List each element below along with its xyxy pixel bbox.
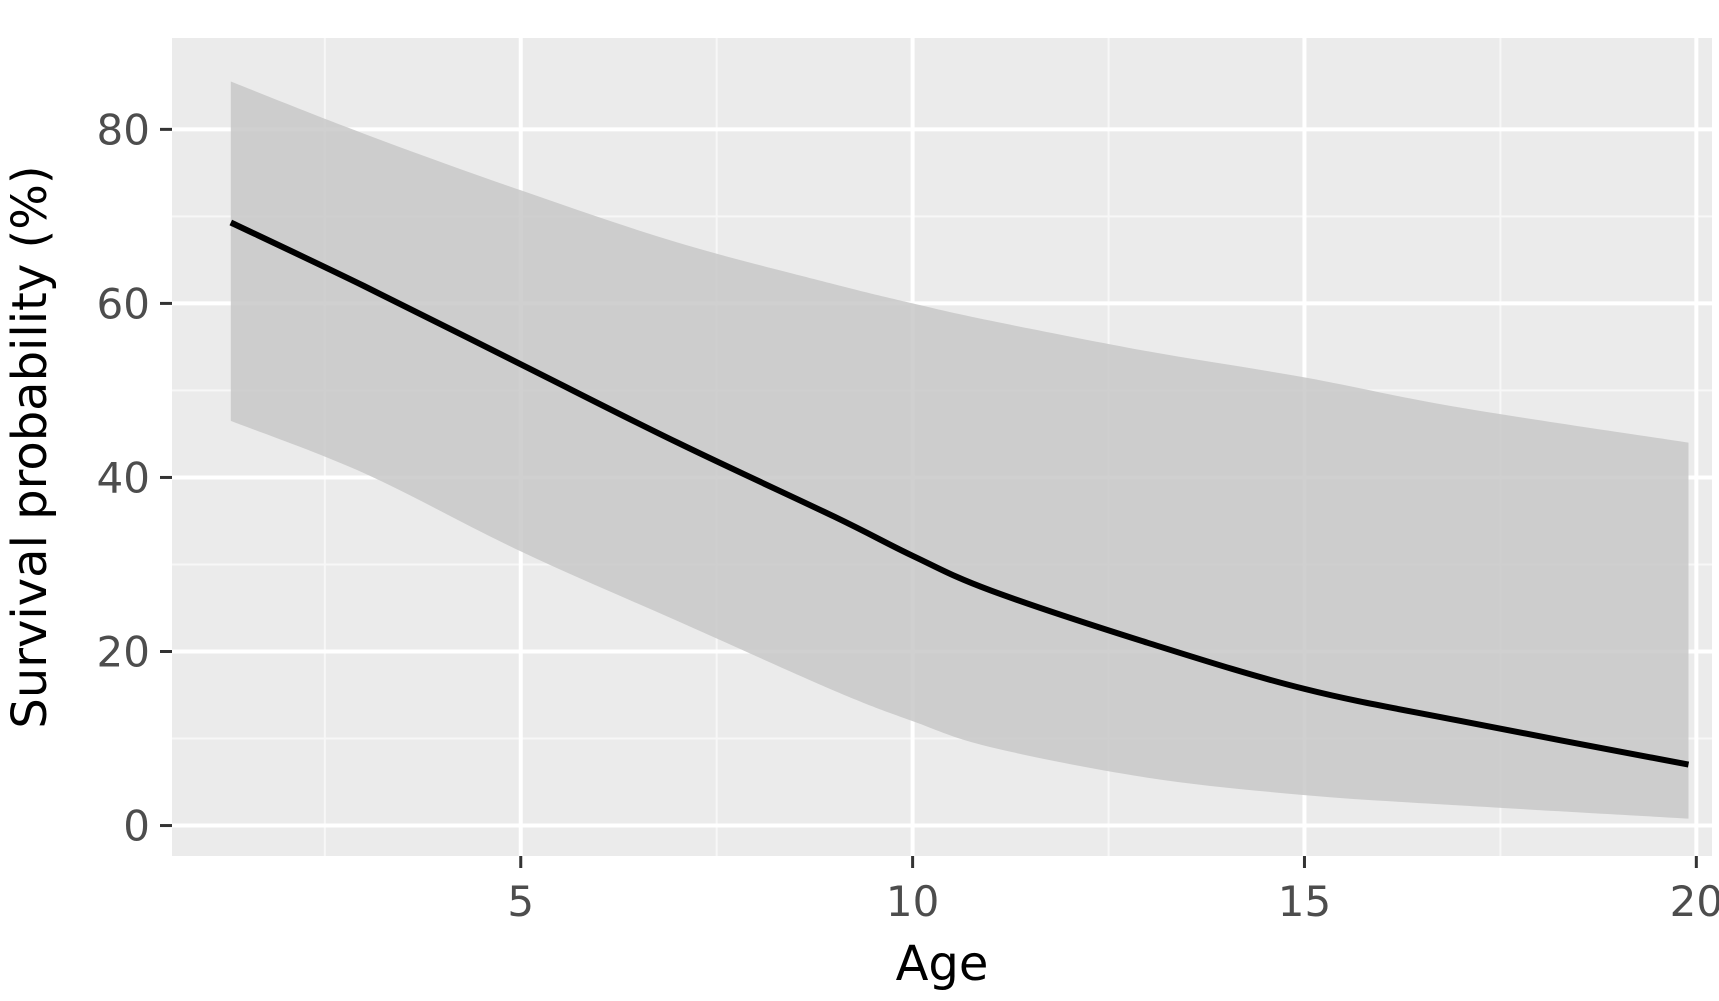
x-axis-title: Age — [896, 936, 989, 992]
x-tick-label: 20 — [1670, 877, 1719, 926]
x-axis-ticks: 5 10 15 20 — [507, 856, 1719, 926]
x-tick-label: 5 — [507, 877, 534, 926]
confidence-band — [230, 81, 1689, 819]
y-tick-label: 20 — [97, 628, 150, 677]
y-axis-ticks: 0 20 40 60 80 — [97, 105, 172, 851]
survival-line — [229, 219, 1690, 768]
y-tick-label: 60 — [97, 279, 150, 328]
y-tick-label: 80 — [97, 105, 150, 154]
y-axis-title: Survival probability (%) — [2, 165, 58, 728]
x-tick-label: 15 — [1278, 877, 1331, 926]
y-tick-label: 40 — [97, 453, 150, 502]
x-tick-label: 10 — [886, 877, 939, 926]
y-tick-label: 0 — [123, 802, 150, 851]
